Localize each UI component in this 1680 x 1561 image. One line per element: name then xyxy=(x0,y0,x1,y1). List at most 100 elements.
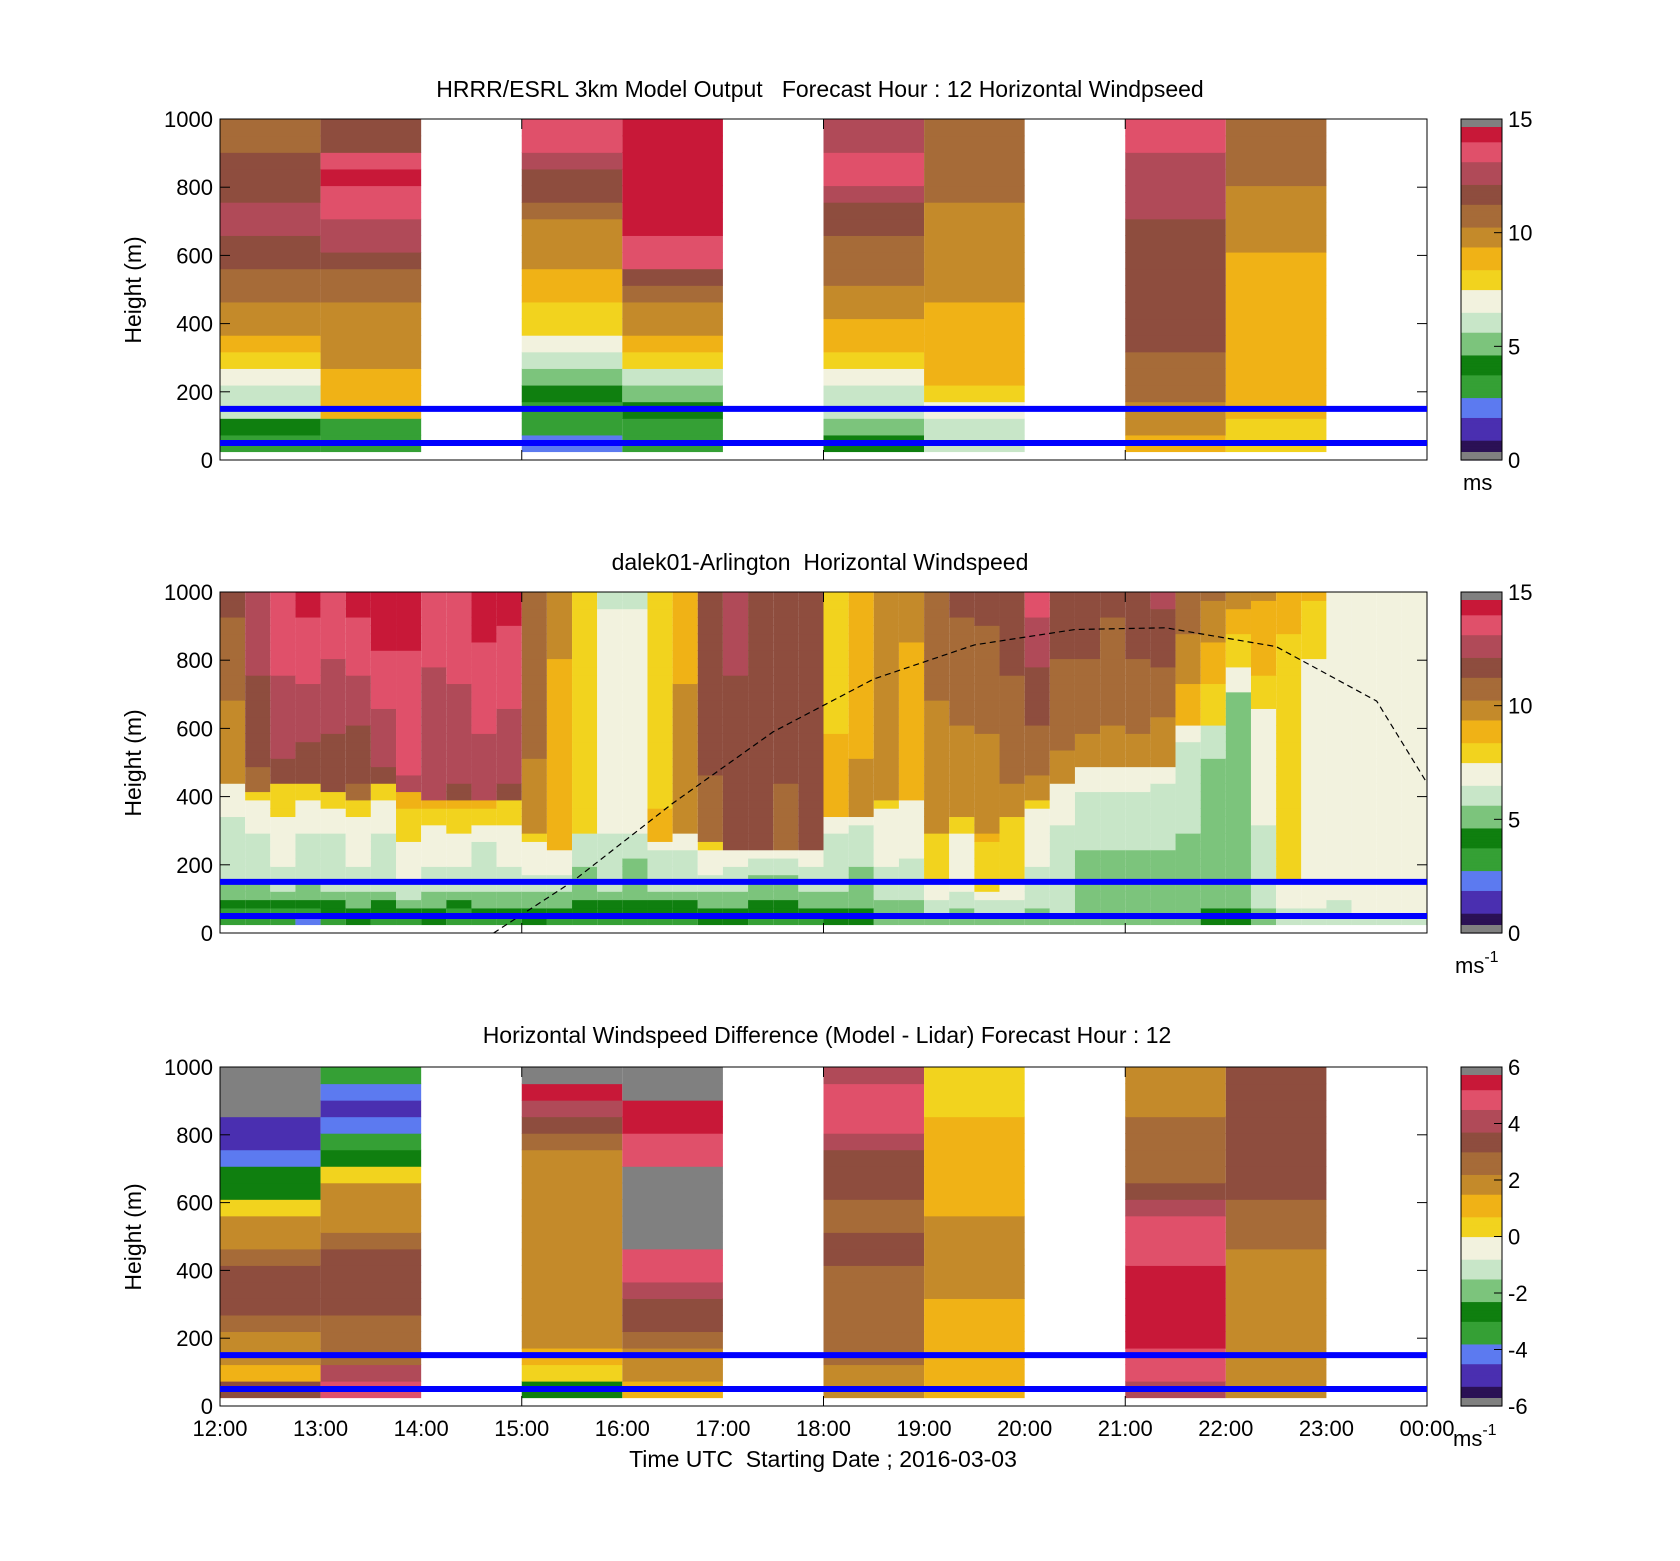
heatmap-cell xyxy=(949,866,975,876)
colorbar-swatch xyxy=(1461,244,1502,248)
colorbar-swatch xyxy=(1461,745,1502,749)
heatmap-cell xyxy=(345,741,371,751)
heatmap-cell xyxy=(1250,708,1277,718)
heatmap-cell xyxy=(572,899,598,909)
heatmap-cell xyxy=(697,849,723,859)
heatmap-cell xyxy=(622,882,648,892)
colorbar-swatch xyxy=(1461,1126,1502,1130)
heatmap-cell xyxy=(295,841,321,851)
colorbar-swatch xyxy=(1461,790,1502,795)
heatmap-cell xyxy=(773,683,799,693)
heatmap-cell xyxy=(1175,658,1201,668)
heatmap-cell xyxy=(999,600,1025,610)
heatmap-cell xyxy=(1175,691,1201,701)
heatmap-cell xyxy=(1125,1149,1226,1167)
heatmap-cell xyxy=(898,758,925,768)
heatmap-cell xyxy=(672,916,698,926)
heatmap-cell xyxy=(521,824,547,834)
heatmap-cell xyxy=(672,857,698,867)
heatmap-cell xyxy=(722,708,749,718)
heatmap-cell xyxy=(823,774,849,784)
colorbar-swatch xyxy=(1461,1374,1502,1379)
heatmap-cell xyxy=(974,882,1000,892)
heatmap-cell xyxy=(220,1083,321,1101)
heatmap-cell xyxy=(220,716,246,726)
heatmap-cell xyxy=(672,799,698,809)
heatmap-cell xyxy=(496,625,522,635)
heatmap-cell xyxy=(697,816,723,826)
heatmap-cell xyxy=(471,824,497,834)
heatmap-cell xyxy=(597,666,623,676)
heatmap-cell xyxy=(722,650,749,660)
heatmap-cell xyxy=(1150,857,1176,867)
heatmap-cell xyxy=(823,700,849,709)
heatmap-cell xyxy=(1276,633,1302,643)
heatmap-cell xyxy=(471,774,497,784)
heatmap-cell xyxy=(1250,691,1277,701)
heatmap-cell xyxy=(1150,700,1176,709)
heatmap-cell xyxy=(924,675,950,685)
heatmap-cell xyxy=(748,625,774,635)
lidar-colorbar-gradient xyxy=(1461,592,1502,934)
heatmap-cell xyxy=(1225,1100,1327,1118)
heatmap-cell xyxy=(1074,683,1101,693)
heatmap-cell xyxy=(1125,608,1151,618)
heatmap-cell xyxy=(622,351,723,369)
heatmap-cell xyxy=(672,600,698,610)
heatmap-cell xyxy=(1301,700,1327,709)
panel-model-title: HRRR/ESRL 3km Model Output Forecast Hour… xyxy=(436,76,1203,102)
heatmap-cell xyxy=(396,658,422,668)
colorbar-swatch xyxy=(1461,1276,1502,1280)
colorbar-swatch xyxy=(1461,645,1502,650)
x-tick-label: 19:00 xyxy=(897,1416,952,1441)
heatmap-cell xyxy=(1200,633,1226,643)
heatmap-cell xyxy=(999,774,1025,784)
heatmap-cell xyxy=(1049,633,1075,643)
heatmap-cell xyxy=(1049,724,1075,734)
heatmap-cell xyxy=(722,616,749,626)
heatmap-cell xyxy=(1250,666,1277,676)
heatmap-cell xyxy=(1301,866,1327,876)
heatmap-cell xyxy=(295,783,321,793)
heatmap-cell xyxy=(722,791,749,801)
heatmap-cell xyxy=(1250,857,1277,867)
heatmap-cell xyxy=(748,882,774,892)
colorbar-swatch xyxy=(1461,1372,1502,1376)
heatmap-cell xyxy=(1125,641,1151,651)
heatmap-cell xyxy=(1376,716,1402,726)
heatmap-cell xyxy=(974,625,1000,635)
heatmap-cell xyxy=(798,857,824,867)
heatmap-cell xyxy=(924,1166,1025,1184)
heatmap-cell xyxy=(697,600,723,610)
colorbar-swatch xyxy=(1461,261,1502,265)
heatmap-cell xyxy=(1301,608,1327,618)
heatmap-cell xyxy=(1074,766,1101,776)
heatmap-cell xyxy=(496,916,522,926)
heatmap-cell xyxy=(1049,749,1075,759)
heatmap-cell xyxy=(521,251,623,270)
heatmap-cell xyxy=(823,916,849,926)
heatmap-cell xyxy=(823,625,849,635)
heatmap-cell xyxy=(597,907,623,917)
heatmap-cell xyxy=(1024,625,1050,635)
colorbar-swatch xyxy=(1461,266,1502,271)
colorbar-swatch xyxy=(1461,440,1502,444)
heatmap-cell xyxy=(220,235,321,253)
heatmap-cell xyxy=(798,783,824,793)
heatmap-cell xyxy=(823,724,849,734)
heatmap-cell xyxy=(697,907,723,917)
heatmap-cell xyxy=(647,816,673,826)
heatmap-cell xyxy=(773,608,799,618)
heatmap-cell xyxy=(1351,783,1377,793)
heatmap-cell xyxy=(1301,791,1327,801)
colorbar-swatch xyxy=(1461,699,1502,704)
heatmap-cell xyxy=(748,666,774,676)
heatmap-cell xyxy=(1049,625,1075,635)
heatmap-cell xyxy=(320,1149,422,1167)
heatmap-cell xyxy=(798,799,824,809)
heatmap-cell xyxy=(220,1067,321,1085)
heatmap-cell xyxy=(1326,866,1352,876)
colorbar-swatch xyxy=(1461,839,1502,843)
heatmap-cell xyxy=(974,841,1000,851)
heatmap-cell xyxy=(496,724,522,734)
